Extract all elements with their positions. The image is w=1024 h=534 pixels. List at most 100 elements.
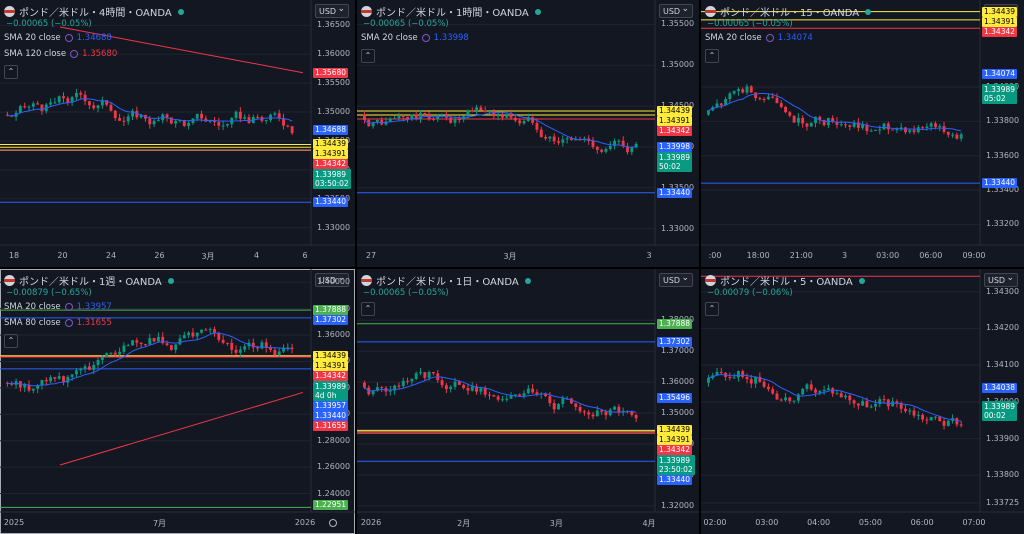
symbol-header[interactable]: ポンド／米ドル・4時間・OANDA xyxy=(4,4,184,19)
price-tick-label: 1.33000 xyxy=(661,223,695,233)
chart-panel-6[interactable]: ポンド／米ドル・5・OANDA−0.00079 (−0.06%)⌃USD1.34… xyxy=(701,269,1024,534)
indicator-visibility-icon[interactable] xyxy=(64,319,73,327)
price-tag: 1.33440 xyxy=(657,475,693,486)
chart-panel-4[interactable]: ポンド／米ドル・1週・OANDA −0.00879 (−0.65%) SMA 20 … xyxy=(0,269,355,534)
legend-collapse-button[interactable]: ⌃ xyxy=(4,334,18,348)
symbol-header[interactable]: ポンド／米ドル・5・OANDA xyxy=(705,273,865,288)
chart-canvas[interactable] xyxy=(0,269,355,534)
currency-select[interactable]: USD xyxy=(315,2,349,18)
indicator-visibility-icon[interactable] xyxy=(64,303,73,311)
price-tick-label: 1.37000 xyxy=(661,346,695,356)
indicator-legend[interactable]: SMA 20 close 1.34074 xyxy=(705,33,813,43)
price-tag: 1.34439 xyxy=(657,425,693,436)
symbol-header[interactable]: ポンド／米ドル・1日・OANDA xyxy=(361,273,531,288)
chart-canvas[interactable] xyxy=(701,0,1024,267)
symbol-header[interactable]: ポンド／米ドル・1時間・OANDA xyxy=(361,4,541,19)
candle xyxy=(822,120,826,126)
candle xyxy=(148,118,152,125)
candle xyxy=(62,96,65,99)
candle xyxy=(165,343,169,346)
candle xyxy=(492,395,496,397)
candle xyxy=(66,98,70,103)
indicator-visibility-icon[interactable] xyxy=(421,34,430,42)
chart-canvas[interactable] xyxy=(701,269,1024,534)
candle xyxy=(805,384,809,389)
candle xyxy=(238,111,242,119)
legend-collapse-button[interactable]: ⌃ xyxy=(4,65,18,79)
candle xyxy=(27,384,31,391)
chart-panel-1[interactable]: ポンド／米ドル・4時間・OANDA −0.00065 (−0.05%) SMA 20… xyxy=(0,0,355,267)
indicator-legend[interactable]: SMA 20 close 1.33998 xyxy=(361,33,469,43)
candle xyxy=(715,371,719,376)
price-tag: 1.37888 xyxy=(313,305,349,316)
candle xyxy=(75,92,78,98)
indicator-visibility-icon[interactable] xyxy=(765,34,774,42)
settings-icon[interactable] xyxy=(329,519,337,527)
currency-select[interactable]: USD xyxy=(984,271,1018,287)
candle xyxy=(801,388,805,395)
indicator-visibility-icon[interactable] xyxy=(64,34,73,42)
currency-select[interactable]: USD xyxy=(659,271,693,287)
chart-title: ポンド／米ドル・5・OANDA xyxy=(720,277,853,288)
price-tag: 1.33989 00:02 xyxy=(982,400,1018,421)
candle xyxy=(561,398,565,404)
symbol-header[interactable]: ポンド／米ドル・15・OANDA xyxy=(705,4,872,19)
candle xyxy=(401,380,405,387)
candle xyxy=(178,338,182,345)
chart-panel-3[interactable]: ポンド／米ドル・15・OANDA −0.00065 (−0.05%) SMA 20 … xyxy=(701,0,1024,267)
gbpusd-flag-icon xyxy=(361,6,372,17)
indicator-legend[interactable]: SMA 120 close 1.35680 xyxy=(4,49,117,59)
price-tag: 1.33998 xyxy=(657,142,693,153)
chart-canvas[interactable] xyxy=(0,0,355,267)
chart-panel-5[interactable]: ポンド／米ドル・1日・OANDA−0.00065 (−0.05%) ⌃ USD 1.3… xyxy=(357,269,699,534)
gbpusd-flag-icon xyxy=(705,275,716,286)
price-tag: 1.34342 xyxy=(657,126,693,137)
candle xyxy=(260,342,264,349)
candle xyxy=(92,364,96,370)
sma-line-2 xyxy=(59,26,304,74)
indicator-visibility-icon[interactable] xyxy=(70,50,79,58)
candle xyxy=(878,399,882,404)
time-tick-label: 4 xyxy=(253,251,260,260)
candle xyxy=(466,110,470,117)
bar-countdown: 23:50:02 xyxy=(659,465,693,475)
price-tag-value: 1.37888 xyxy=(659,318,691,328)
candle xyxy=(269,347,272,350)
chart-canvas[interactable] xyxy=(357,269,699,534)
indicator-legend[interactable]: SMA 80 close 1.31655 xyxy=(4,318,112,328)
candle xyxy=(70,374,74,377)
candle xyxy=(36,385,40,389)
currency-select[interactable]: USD xyxy=(315,271,349,287)
candle xyxy=(942,421,946,426)
currency-select[interactable]: USD xyxy=(659,2,693,18)
candle xyxy=(161,336,165,344)
legend-collapse-button[interactable]: ⌃ xyxy=(705,49,719,63)
candle xyxy=(208,329,212,331)
legend-collapse-button[interactable]: ⌃ xyxy=(705,302,719,316)
price-tag-value: 1.37888 xyxy=(315,305,347,315)
candle xyxy=(470,386,474,391)
symbol-header[interactable]: ポンド／米ドル・1週・OANDA xyxy=(4,273,174,288)
chart-canvas[interactable] xyxy=(357,0,699,267)
chart-panel-2[interactable]: ポンド／米ドル・1時間・OANDA −0.00065 (−0.05%) SMA 20… xyxy=(357,0,699,267)
candle xyxy=(200,329,203,333)
candle xyxy=(87,366,91,370)
candle xyxy=(23,384,27,388)
price-tick-label: 1.26000 xyxy=(317,462,351,472)
candle xyxy=(18,106,22,113)
price-tag: 1.33989 4d 0h xyxy=(313,380,349,401)
price-tag-value: 1.34342 xyxy=(984,26,1016,36)
candle xyxy=(570,138,573,140)
indicator-legend[interactable]: SMA 20 close 1.34688 xyxy=(4,33,112,43)
candle xyxy=(453,119,457,123)
indicator-legend[interactable]: SMA 20 close 1.33957 xyxy=(4,302,112,312)
candle xyxy=(457,381,461,385)
time-tick-label: 3 xyxy=(841,251,848,260)
candle xyxy=(895,129,899,131)
legend-collapse-button[interactable]: ⌃ xyxy=(361,302,375,316)
price-tick-label: 1.28000 xyxy=(317,435,351,445)
price-tag-value: 1.34439 xyxy=(315,139,347,149)
candle xyxy=(741,371,745,378)
candle xyxy=(784,106,787,113)
legend-collapse-button[interactable]: ⌃ xyxy=(361,49,375,63)
